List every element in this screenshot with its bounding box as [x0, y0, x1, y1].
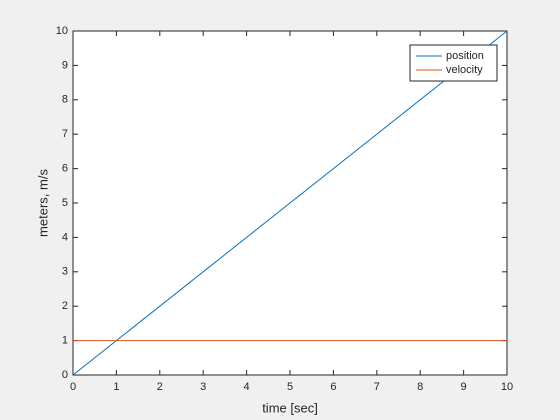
y-tick-label: 8 [62, 94, 68, 106]
y-tick-label: 2 [62, 300, 68, 312]
x-tick-label: 9 [461, 381, 467, 393]
x-tick-label: 6 [330, 381, 336, 393]
y-tick-label: 9 [62, 59, 68, 71]
x-tick-label: 5 [287, 381, 293, 393]
x-tick-label: 8 [417, 381, 423, 393]
x-tick-label: 7 [374, 381, 380, 393]
series-line [72, 30, 508, 376]
y-axis-label: meters, m/s [35, 169, 50, 237]
x-tick-label: 1 [113, 381, 119, 393]
x-tick-label: 4 [244, 381, 250, 393]
x-tick-label: 2 [157, 381, 163, 393]
y-tick-label: 3 [62, 266, 68, 278]
legend-label: velocity [446, 64, 483, 76]
legend-label: position [446, 50, 484, 62]
y-tick-label: 1 [62, 335, 68, 347]
y-tick-label: 5 [62, 197, 68, 209]
x-axis-label: time [sec] [262, 400, 318, 415]
x-tick-label: 10 [501, 381, 513, 393]
y-tick-label: 4 [62, 231, 68, 243]
y-tick-label: 10 [56, 25, 68, 37]
y-tick-label: 6 [62, 163, 68, 175]
axes-box [72, 30, 508, 376]
legend-box [409, 44, 498, 82]
x-tick-label: 0 [70, 381, 76, 393]
y-tick-label: 7 [62, 128, 68, 140]
y-tick-label: 0 [62, 369, 68, 381]
x-tick-label: 3 [200, 381, 206, 393]
